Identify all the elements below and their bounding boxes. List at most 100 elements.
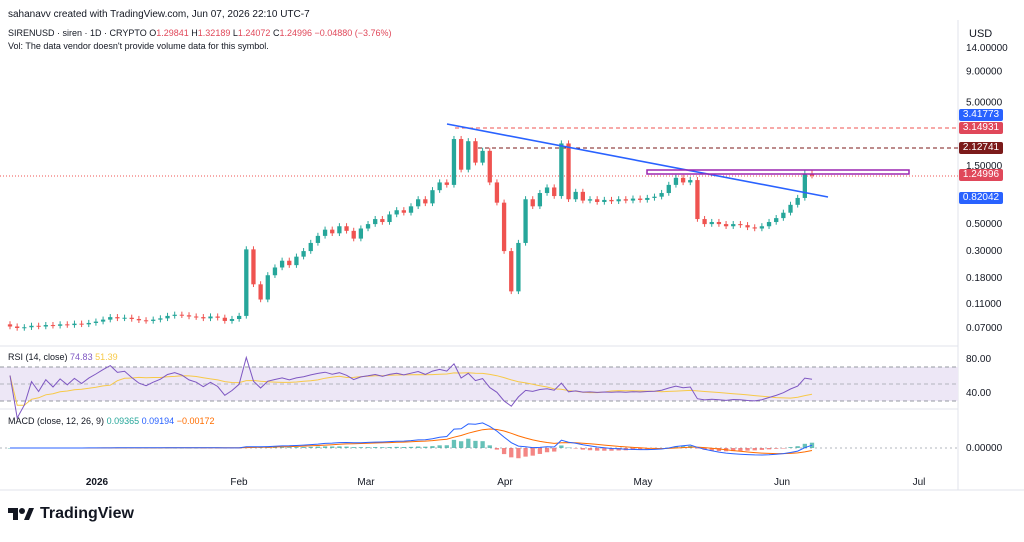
macd-histogram-bar [401,446,406,448]
macd-histogram-bar [494,448,500,450]
macd-hist-value: −0.00172 [176,416,215,426]
price-tag: 3.14931 [959,122,1003,134]
candle-body [573,191,578,200]
candle-body [480,150,485,163]
candle-body [272,267,278,276]
volume-note: Vol: The data vendor doesn't provide vol… [8,41,269,51]
candle-body [208,316,213,319]
macd-histogram-bar [781,448,786,449]
macd-signal-value: 0.09194 [141,416,175,426]
macd-histogram-bar [423,446,428,448]
macd-histogram-bar [408,446,414,448]
macd-value: 0.09365 [106,416,140,426]
macd-histogram-bar [265,447,270,448]
macd-histogram-bar [580,448,586,450]
candle-body [236,315,242,319]
macd-histogram-bar [595,448,600,451]
candle-body [258,284,263,300]
time-axis-tick: Mar [357,477,375,488]
candle-body [279,260,285,268]
tradingview-logo-icon [8,508,34,520]
candle-body [487,150,492,183]
candle-body [65,324,70,326]
candle-body [673,177,679,185]
macd-histogram-bar [759,448,765,450]
rsi-axis-tick: 80.00 [966,354,991,365]
candle-body [731,224,736,227]
candle-body [688,180,693,183]
candle-body [358,228,364,239]
candle-body [22,327,27,329]
candle-body [537,193,543,207]
candle-body [766,222,772,227]
candle-body [387,214,392,223]
candle-body [630,198,636,201]
candle-body [659,193,664,197]
candle-body [344,226,349,231]
candle-body [86,322,91,325]
candle-body [430,190,435,204]
price-tag: 3.41773 [959,109,1003,121]
macd-histogram-bar [480,441,485,448]
price-axis-tick: 9.00000 [966,66,1003,77]
price-tag: 1.24996 [959,169,1003,181]
candle-body [458,139,464,170]
change-value: −0.04880 (−3.76%) [314,28,392,38]
macd-histogram-bar [573,448,578,449]
macd-histogram-bar [774,448,779,449]
macd-histogram-bar [680,446,686,448]
macd-axis-tick: 0.00000 [966,443,1003,454]
macd-histogram-bar [716,448,722,452]
candle-body [100,319,106,322]
macd-histogram-bar [516,448,521,459]
macd-histogram-bar [559,445,564,448]
candle-body [179,314,185,316]
macd-legend[interactable]: MACD (close, 12, 26, 9) 0.09365 0.09194 … [8,416,214,426]
macd-histogram-bar [602,448,607,451]
macd-histogram-bar [509,448,514,458]
macd-histogram-bar [609,448,614,451]
macd-histogram-bar [365,447,371,448]
candle-body [738,224,743,226]
macd-histogram-bar [487,445,492,448]
candle-body [523,199,528,243]
candle-body [50,325,56,327]
macd-histogram-bar [745,448,750,451]
candle-body [444,182,449,185]
macd-histogram-bar [795,446,800,448]
currency-label[interactable]: USD [969,28,993,40]
resistance-band [646,169,910,175]
candle-body [795,197,800,205]
macd-histogram-bar [466,438,471,448]
candle-body [494,182,500,203]
macd-histogram-bar [394,446,399,448]
open-value: 1.29841 [156,28,189,38]
rsi-line [9,355,813,420]
candle-body [79,323,84,325]
rsi-ma-value: 51.39 [95,352,118,362]
macd-histogram-bar [301,447,306,448]
macd-histogram-bar [272,447,278,448]
candle-body [129,317,134,319]
macd-signal-line [10,428,813,455]
low-value: 1.24072 [237,28,271,38]
price-axis-tick: 0.30000 [966,246,1003,257]
candle-body [408,206,414,213]
macd-histogram-bar [673,446,679,448]
time-axis-tick: Apr [497,477,513,488]
time-axis-tick: Feb [230,477,248,488]
candle-body [7,324,13,327]
candle-body [108,317,113,320]
rsi-legend[interactable]: RSI (14, close) 74.83 51.39 [8,352,118,362]
candle-body [466,141,471,170]
candle-body [172,314,177,316]
symbol-legend[interactable]: SIRENUSD · siren · 1D · CRYPTO O1.29841 … [8,28,392,38]
candle-body [501,202,507,252]
candle-body [165,315,170,319]
candle-body [186,315,192,317]
candle-body [716,222,722,225]
candle-body [380,219,385,223]
rsi-label: RSI (14, close) [8,352,68,362]
